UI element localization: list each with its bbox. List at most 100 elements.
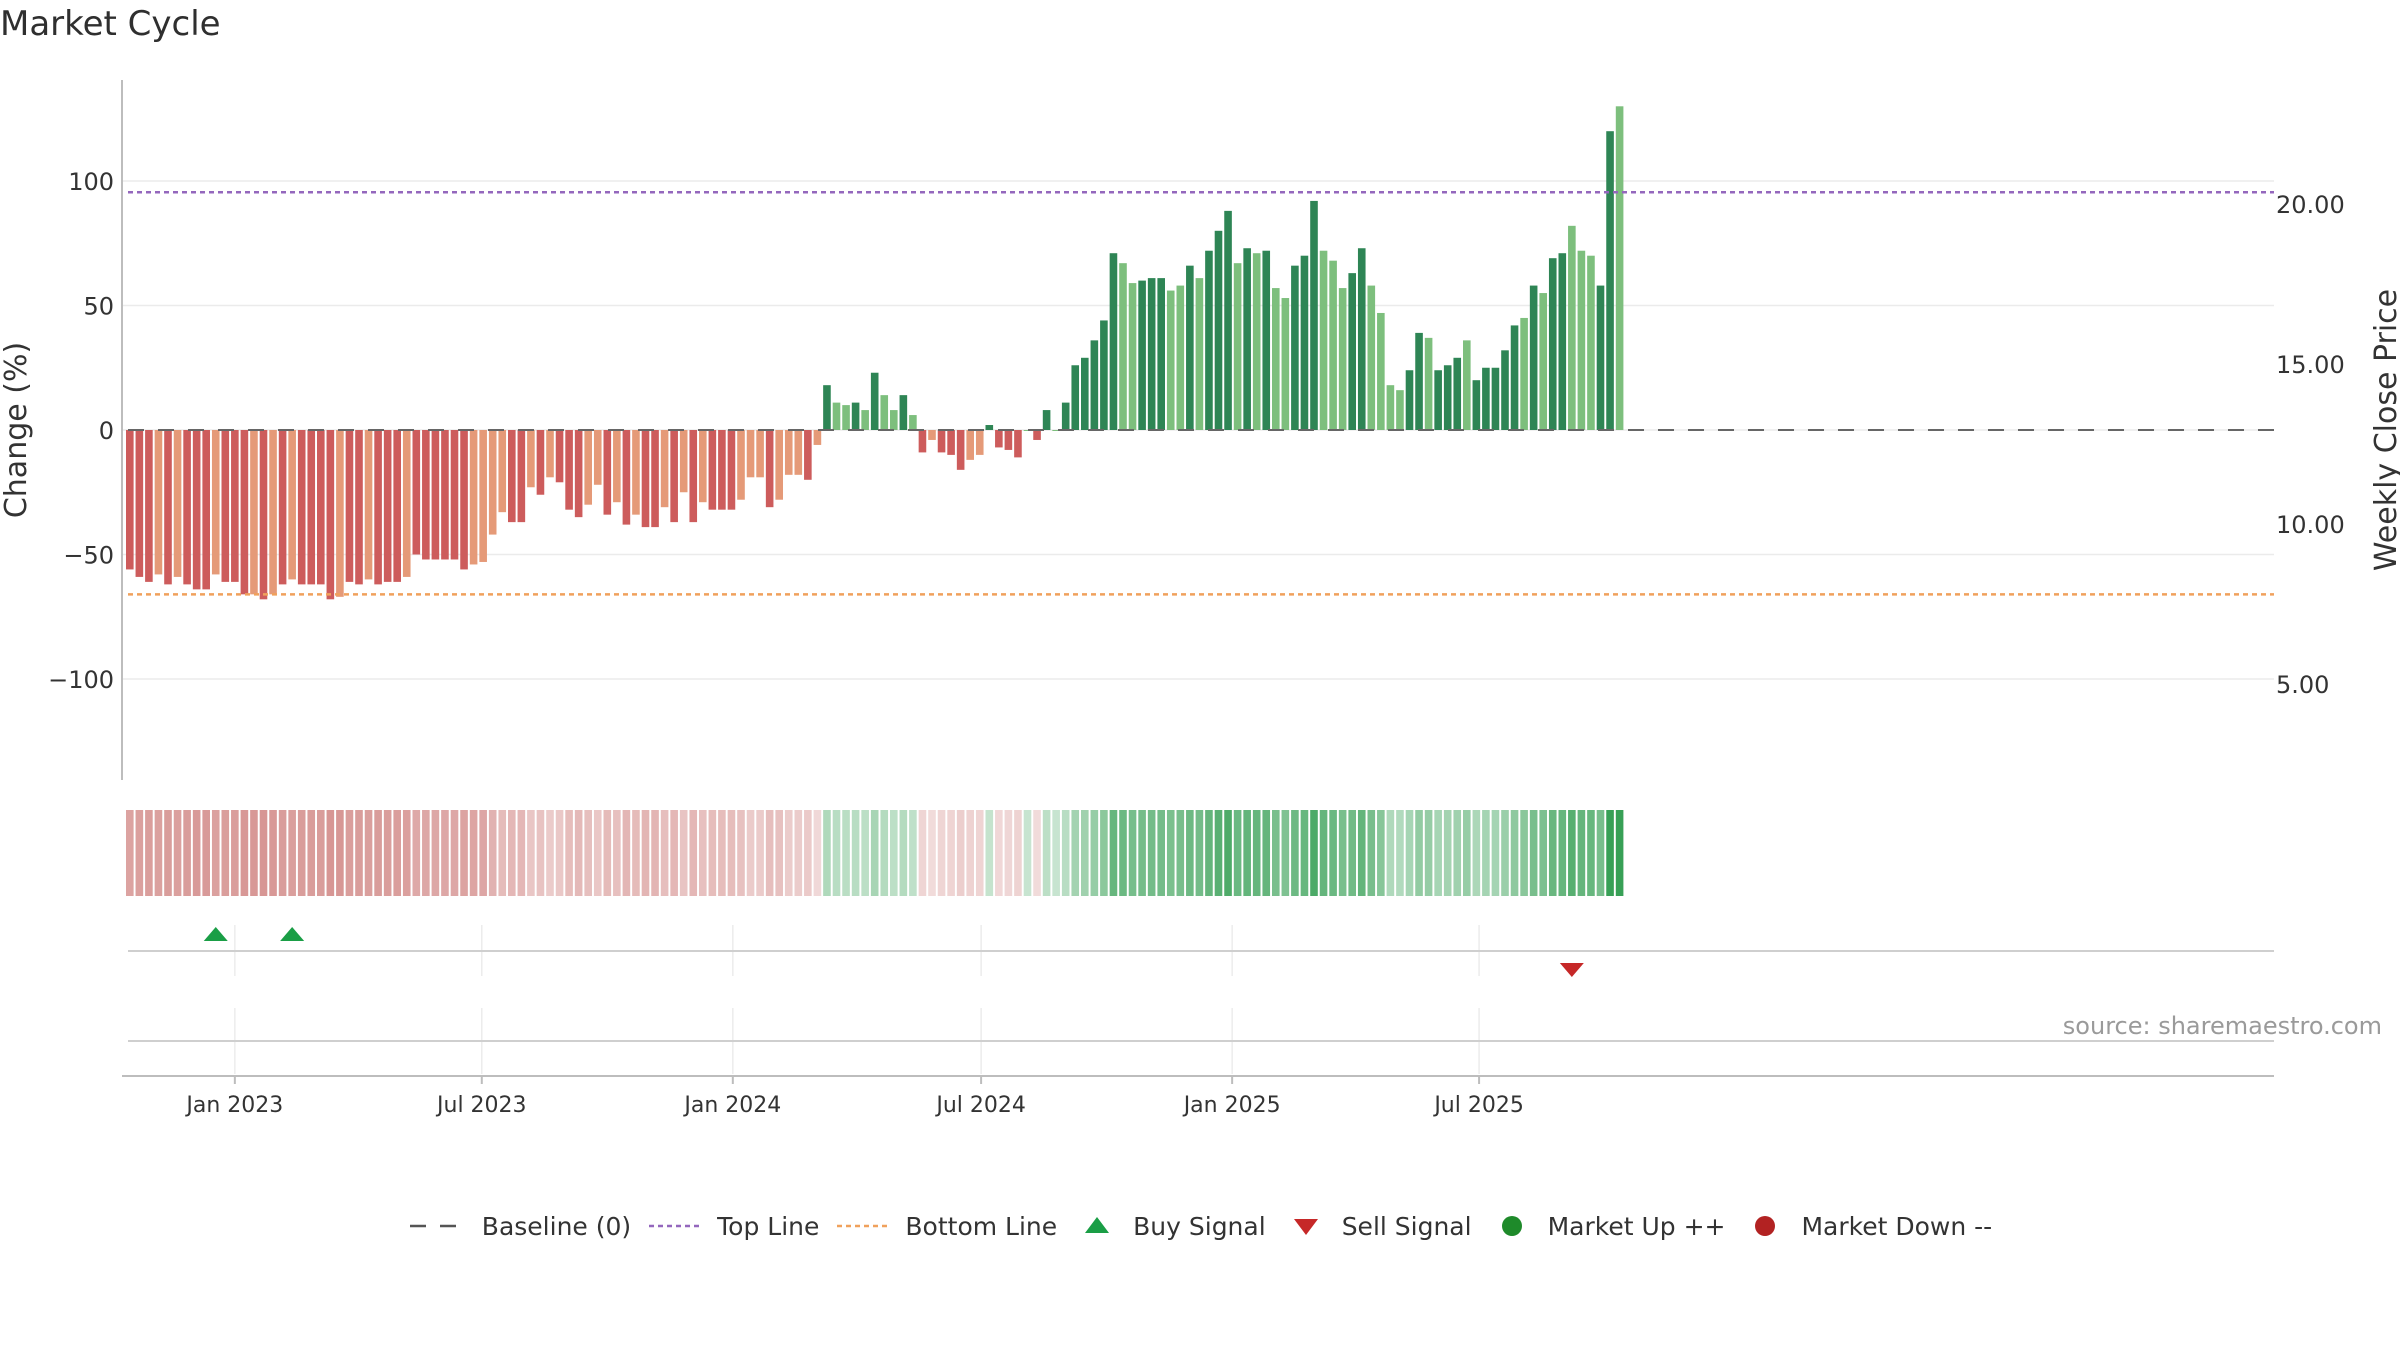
heat-cell	[393, 810, 401, 896]
legend-market-up[interactable]: Market Up ++	[1488, 1211, 1726, 1241]
heat-cell	[1596, 810, 1605, 896]
legend-market-down[interactable]: Market Down --	[1741, 1212, 1992, 1241]
bar	[613, 430, 621, 503]
bar	[1061, 402, 1070, 430]
heat-cell	[1539, 810, 1547, 896]
bar	[1224, 210, 1232, 430]
heat-cell	[1166, 810, 1175, 896]
heat-cell	[402, 810, 411, 896]
heat-cell	[1291, 810, 1299, 896]
heat-cell	[679, 810, 688, 896]
bar	[1262, 250, 1271, 430]
bar	[1138, 280, 1146, 430]
heat-cell	[1233, 810, 1242, 896]
heat-cell	[670, 810, 678, 896]
legend-bottom-line-label: Bottom Line	[905, 1211, 1058, 1241]
heat-cell	[737, 810, 745, 896]
legend-top-line[interactable]: Top Line	[647, 1212, 819, 1241]
heat-cell	[202, 810, 210, 896]
heat-cell	[1090, 810, 1099, 896]
bar	[469, 430, 478, 565]
heat-cell	[1023, 810, 1032, 896]
heat-cell	[536, 810, 545, 896]
heat-cell	[956, 810, 965, 896]
market-cycle-chart: 100 50 0 −100 −50 20.00 15.00 10.00 5.00 Jan 202…	[0, 80, 2400, 1118]
bar	[947, 430, 955, 455]
legend-top-line-label: Top Line	[717, 1211, 820, 1241]
heat-cell	[708, 810, 717, 896]
heat-cell	[498, 810, 507, 896]
heat-cell	[1310, 810, 1318, 896]
heat-cell	[813, 810, 822, 896]
bar	[412, 430, 421, 555]
bar	[1558, 253, 1567, 430]
bar	[202, 430, 210, 590]
legend-baseline[interactable]: Baseline (0)	[408, 1212, 631, 1241]
bar	[584, 430, 592, 505]
y-tick-label-right: 20.00	[2276, 191, 2345, 219]
bar	[909, 415, 917, 430]
heat-cell	[1568, 810, 1576, 896]
y-axis-label-left: Change (%)	[0, 342, 34, 518]
bar	[183, 430, 191, 585]
bar	[1291, 265, 1299, 430]
bar	[1357, 248, 1366, 430]
heat-cell	[355, 810, 363, 896]
heat-cell	[1577, 810, 1586, 896]
heat-cell	[240, 810, 249, 896]
bar	[1071, 365, 1080, 430]
heat-cell	[422, 810, 430, 896]
bar	[317, 430, 325, 585]
bar	[565, 430, 573, 510]
legend-sell-signal[interactable]: Sell Signal	[1282, 1212, 1472, 1241]
y-tick-label-right: 5.00	[2276, 671, 2329, 699]
bar	[221, 430, 230, 582]
heat-cell	[1453, 810, 1462, 896]
heat-cell	[775, 810, 783, 896]
legend-bottom-line[interactable]: Bottom Line	[835, 1212, 1057, 1241]
heat-cell	[1252, 810, 1261, 896]
heat-cell	[651, 810, 659, 896]
bar	[431, 430, 440, 560]
legend-sell-signal-label: Sell Signal	[1341, 1211, 1472, 1241]
bar	[145, 430, 153, 582]
bar	[593, 430, 602, 485]
heat-cell	[727, 810, 736, 896]
heat-cell	[584, 810, 592, 896]
heat-cell	[1176, 810, 1185, 896]
heat-cell	[718, 810, 726, 896]
heat-cell	[469, 810, 478, 896]
bar	[1443, 365, 1452, 430]
heat-cell	[1033, 810, 1041, 896]
bar	[1214, 230, 1223, 430]
market-down-dot-icon	[1755, 1216, 1776, 1236]
heat-cell	[928, 810, 936, 896]
heat-cell	[345, 810, 354, 896]
bar	[1052, 430, 1060, 431]
heat-cell	[431, 810, 440, 896]
bar	[890, 410, 898, 430]
heat-cell	[1415, 810, 1423, 896]
heat-cell	[1443, 810, 1452, 896]
heat-cell	[383, 810, 392, 896]
heat-cell	[1081, 810, 1089, 896]
top-line-swatch	[649, 1224, 704, 1228]
bar	[1529, 285, 1538, 430]
bar	[985, 425, 994, 430]
bar	[1233, 263, 1242, 430]
legend-market-up-label: Market Up ++	[1547, 1211, 1726, 1241]
heat-cell	[297, 810, 306, 896]
bar	[746, 430, 755, 478]
bar	[1281, 298, 1290, 430]
legend-buy-signal[interactable]: Buy Signal	[1073, 1212, 1266, 1241]
bar	[288, 430, 296, 580]
heat-cell	[1195, 810, 1204, 896]
heat-cell	[192, 810, 201, 896]
baseline-swatch	[409, 1224, 468, 1228]
bar	[460, 430, 468, 570]
buy-triangle-icon	[1085, 1217, 1110, 1233]
heat-cell	[1606, 810, 1614, 896]
x-tick-label: Jan 2023	[184, 1093, 283, 1118]
bar	[1004, 430, 1013, 450]
heat-cell	[909, 810, 917, 896]
